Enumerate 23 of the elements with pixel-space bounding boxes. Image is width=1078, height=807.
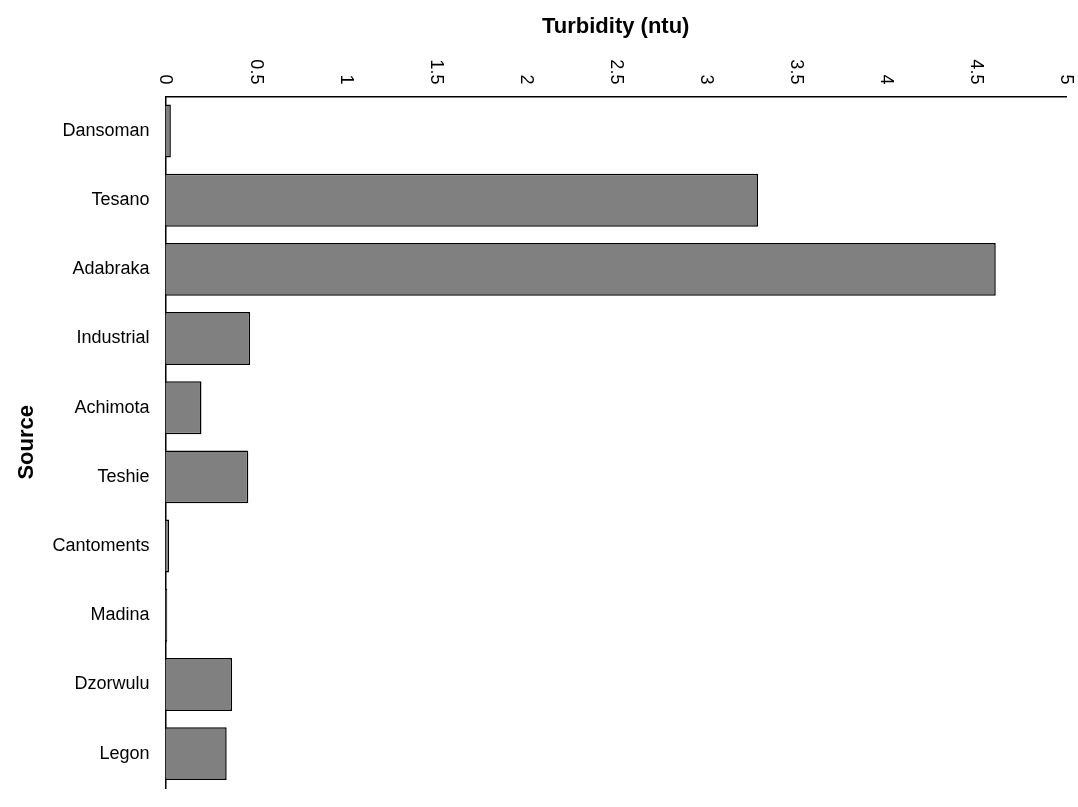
y-tick-label: Dzorwulu — [74, 673, 150, 694]
x-tick-label: 2.5 — [606, 59, 627, 85]
x-tick-label: 0.5 — [246, 59, 267, 85]
y-tick-label: Cantoments — [52, 535, 150, 556]
x-tick-label: 4 — [876, 74, 897, 85]
y-tick-label: Tesano — [91, 189, 150, 210]
y-tick-label: Legon — [99, 742, 150, 763]
x-tick-label: 2 — [516, 74, 537, 85]
x-tick-label: 3.5 — [786, 59, 807, 85]
y-tick-label: Madina — [90, 604, 151, 625]
x-tick-label: 5 — [1057, 74, 1078, 85]
y-tick-label: Dansoman — [62, 119, 150, 140]
y-tick-label: Achimota — [74, 396, 151, 417]
y-tick-label: Industrial — [76, 327, 150, 348]
y-axis-title: Source — [13, 405, 39, 480]
x-tick-label: 1 — [336, 74, 357, 85]
x-tick-label: 4.5 — [966, 59, 987, 85]
x-tick-label: 0 — [156, 74, 177, 85]
x-tick-label: 3 — [696, 74, 717, 85]
y-tick-label: Adabraka — [72, 258, 151, 279]
x-tick-label: 1.5 — [426, 59, 447, 85]
y-tick-label: Teshie — [97, 465, 150, 486]
x-axis-title: Turbidity (ntu) — [542, 13, 690, 39]
